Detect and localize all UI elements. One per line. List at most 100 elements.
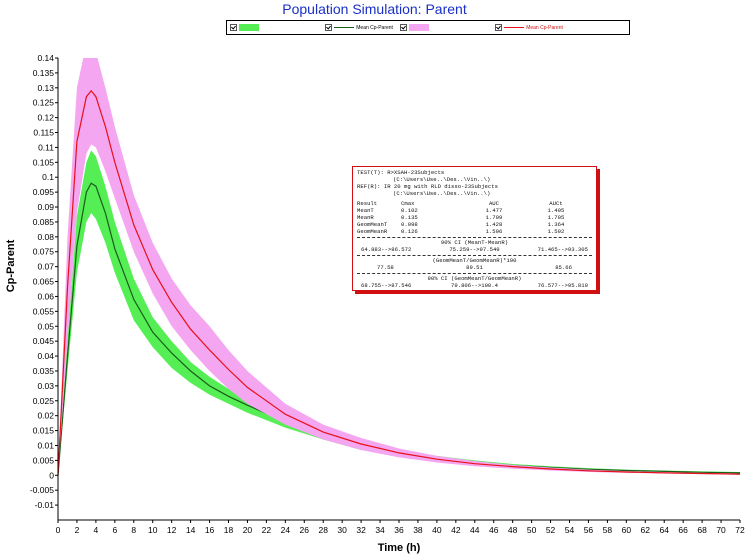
ci-auc: 75.259-->97.549 (449, 246, 500, 253)
x-tick-label: 14 (186, 525, 196, 535)
geo-ci-cmax: 68.755-->87.546 (361, 282, 412, 289)
legend-swatch (408, 24, 429, 31)
ci-title: 90% CI (MeanT-MeanR) (440, 239, 509, 246)
geo-ci-values: 68.755-->87.546 79.806-->100.4 76.577-->… (357, 282, 592, 289)
ratio-cmax: 77.58 (377, 264, 394, 271)
y-tick-label: -0.005 (30, 485, 54, 495)
checkbox-icon[interactable] (399, 24, 407, 31)
stats-cell: 1.405 (547, 207, 565, 214)
x-tick-label: 60 (622, 525, 632, 535)
ci-band-0 (58, 150, 740, 476)
y-tick-label: 0.035 (33, 366, 55, 376)
x-tick-label: 8 (131, 525, 136, 535)
x-tick-label: 10 (148, 525, 158, 535)
y-tick-label: 0.03 (37, 381, 54, 391)
y-tick-label: 0.045 (33, 336, 55, 346)
y-tick-label: -0.01 (35, 500, 55, 510)
stats-cell: GeomMeanR (357, 228, 388, 235)
x-tick-label: 18 (224, 525, 234, 535)
legend-label: Mean Cp-Parent (356, 24, 393, 31)
series-group (58, 58, 740, 476)
geo-ci-auc: 79.806-->100.4 (451, 282, 498, 289)
divider (357, 255, 592, 256)
divider (357, 237, 592, 238)
legend-label: 90% C.I. mean Cp-Parent (261, 24, 319, 31)
y-tick-label: 0.08 (37, 232, 54, 242)
legend-swatch (239, 24, 259, 31)
stats-cell: MeanR (357, 214, 374, 221)
x-tick-label: 20 (243, 525, 253, 535)
x-tick-label: 62 (641, 525, 651, 535)
y-tick-label: 0.01 (37, 440, 54, 450)
stats-row: GeomMeanR 0.126 1.596 1.592 (357, 228, 592, 235)
stats-cell: 1.428 (485, 221, 503, 228)
legend-swatch (334, 27, 355, 28)
x-tick-label: 70 (716, 525, 726, 535)
stats-cell: 0.102 (401, 207, 418, 214)
mean-line-1 (58, 182, 740, 476)
header-auc: AUC (488, 200, 500, 207)
legend-label: 90% C.I. mean Cp-Parent (430, 24, 489, 31)
header-cmax: Cmax (401, 200, 415, 207)
test-line: TEST(T): R>XSAH-23Subjects (357, 169, 445, 176)
legend-item[interactable]: Mean Cp-Parent (322, 21, 397, 34)
y-tick-label: 0.13 (37, 83, 54, 93)
axes: -0.01 -0.005 0 0.005 0.01 0.015 0.02 0.025 0.03 0… (30, 53, 745, 535)
x-axis-label: Time (h) (378, 542, 421, 554)
x-tick-label: 68 (697, 525, 707, 535)
y-tick-label: 0.135 (33, 68, 55, 78)
plot-area (58, 58, 740, 476)
stats-row: MeanR 0.135 1.709 1.705 (357, 214, 592, 221)
legend-label: Mean Cp-Parent (526, 24, 563, 31)
x-tick-label: 52 (546, 525, 556, 535)
y-tick-label: 0.015 (33, 426, 55, 436)
stats-cell: 1.709 (485, 214, 503, 221)
x-tick-label: 38 (413, 525, 423, 535)
y-tick-label: 0.06 (37, 291, 54, 301)
stats-rows: MeanT 0.102 1.477 1.405 MeanR 0.135 1.709 1.705… (357, 207, 592, 235)
stats-cell: 0.135 (401, 214, 418, 221)
x-tick-label: 28 (318, 525, 328, 535)
stats-cell: 1.364 (547, 221, 565, 228)
x-tick-label: 22 (262, 525, 272, 535)
ref-line: REF(R): IR 20 mg with RLD disso-23Subjec… (357, 183, 498, 190)
mean-line-3 (58, 89, 740, 476)
y-tick-label: 0.125 (33, 98, 55, 108)
stats-row: MeanT 0.102 1.477 1.405 (357, 207, 592, 214)
ci-auct: 71.465-->93.305 (537, 246, 588, 253)
y-tick-label: 0.1 (42, 172, 54, 182)
x-tick-label: 66 (678, 525, 688, 535)
stats-cell: 0.098 (401, 221, 418, 228)
legend: 90% C.I. mean Cp-Parent Mean Cp-Parent 90%… (226, 20, 630, 35)
ratio-auc: 89.51 (466, 264, 483, 271)
legend-item[interactable]: 90% C.I. mean Cp-Parent (397, 21, 492, 34)
x-tick-label: 72 (735, 525, 745, 535)
y-tick-label: 0.075 (33, 247, 55, 257)
statistics-box: TEST(T): R>XSAH-23Subjects (C:\Users\Use… (352, 166, 597, 291)
stats-cell: 1.592 (547, 228, 565, 235)
checkbox-icon[interactable] (230, 24, 237, 31)
legend-swatch (504, 27, 525, 28)
legend-item[interactable]: 90% C.I. mean Cp-Parent (227, 21, 322, 34)
y-tick-label: 0.095 (33, 187, 55, 197)
stats-cell: MeanT (357, 207, 374, 214)
ratio-title: (GeomMeanT/GeomMeanR)*100 (432, 257, 517, 264)
checkbox-icon[interactable] (495, 24, 503, 31)
legend-item[interactable]: Mean Cp-Parent (492, 21, 567, 34)
x-tick-label: 2 (75, 525, 80, 535)
x-tick-label: 58 (603, 525, 613, 535)
x-tick-label: 6 (112, 525, 117, 535)
checkbox-icon[interactable] (325, 24, 333, 31)
stats-cell: GeomMeanT (357, 221, 388, 228)
x-tick-label: 56 (584, 525, 594, 535)
stats-row: GeomMeanT 0.098 1.428 1.364 (357, 221, 592, 228)
x-tick-label: 34 (375, 525, 385, 535)
divider (357, 273, 592, 274)
chart-title: Population Simulation: Parent (282, 1, 467, 17)
y-tick-label: 0.04 (37, 351, 54, 361)
x-tick-label: 44 (470, 525, 480, 535)
x-tick-label: 36 (394, 525, 404, 535)
header-auct: AUCt (549, 200, 563, 207)
stats-cell: 1.477 (485, 207, 503, 214)
y-tick-label: 0.065 (33, 277, 55, 287)
